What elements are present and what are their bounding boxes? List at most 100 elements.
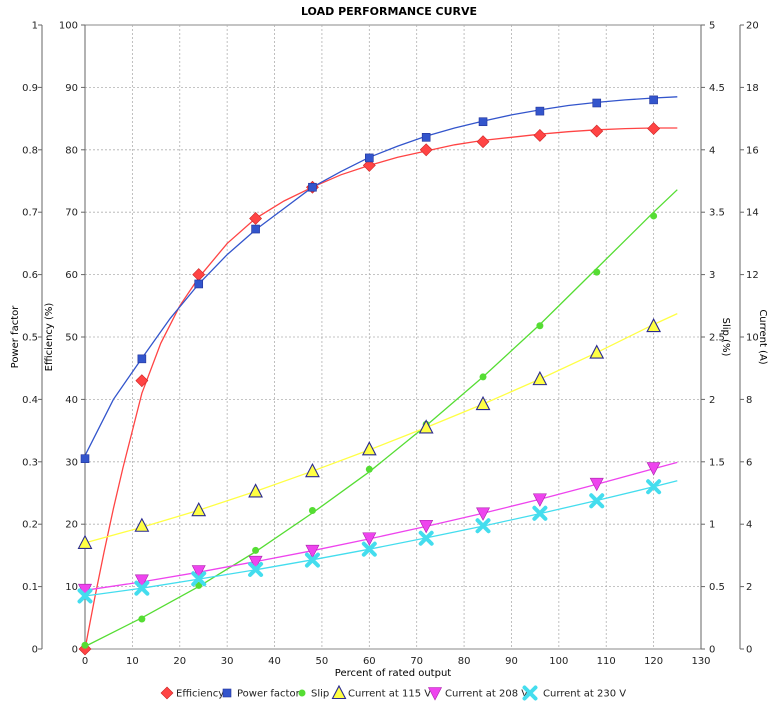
- efficiency-tick-label: 50: [65, 333, 78, 344]
- power-factor-tick-label: 0: [32, 645, 38, 656]
- legend-item-slip: Slip: [298, 689, 329, 700]
- slip-tick-label: 5: [709, 21, 715, 32]
- data-point-current-at-208-v: [646, 462, 661, 476]
- data-point-current-at-115-v: [532, 370, 548, 386]
- current-tick-label: 20: [746, 21, 759, 32]
- slip-axis-title: Slip (%): [720, 318, 731, 357]
- data-point-slip: [252, 546, 260, 554]
- slip-tick-label: 1: [709, 520, 715, 531]
- series-line-current-at-115-v: [84, 313, 678, 544]
- efficiency-tick-label: 40: [65, 395, 78, 406]
- data-point-current-at-230-v: [191, 571, 207, 587]
- chart-title: LOAD PERFORMANCE CURVE: [301, 5, 477, 18]
- current-tick-label: 12: [746, 270, 759, 281]
- x-tick-label: 80: [458, 656, 471, 667]
- x-tick-label: 20: [173, 656, 186, 667]
- data-point-current-at-115-v: [134, 517, 150, 532]
- data-point-current-at-230-v: [361, 541, 377, 557]
- data-point-power-factor: [365, 153, 374, 163]
- data-point-slip: [138, 615, 146, 623]
- data-point-current-at-208-v: [362, 532, 377, 546]
- markers-current-at-230-v: [77, 479, 662, 604]
- data-point-efficiency: [476, 135, 490, 149]
- power-factor-tick-label: 0.2: [22, 520, 38, 531]
- x-tick-label: 100: [549, 656, 568, 667]
- efficiency-tick-label: 90: [65, 83, 78, 94]
- legend-label: Efficiency: [176, 689, 224, 700]
- efficiency-tick-label: 100: [59, 21, 78, 32]
- markers-current-at-115-v: [77, 317, 662, 549]
- data-point-current-at-208-v: [589, 477, 604, 492]
- grid: [84, 24, 702, 650]
- slip-tick-label: 3.5: [709, 208, 725, 219]
- data-point-current-at-208-v: [134, 574, 149, 589]
- data-point-slip: [365, 465, 373, 473]
- series-slip: [84, 189, 678, 648]
- data-point-slip: [81, 641, 89, 649]
- x-axis-title: Percent of rated output: [335, 668, 452, 679]
- legend-item-efficiency: Efficiency: [160, 686, 224, 700]
- data-point-power-factor: [308, 182, 317, 192]
- legend-label: Current at 115 V: [348, 689, 431, 700]
- x-tick-label: 120: [644, 656, 663, 667]
- data-point-current-at-230-v: [418, 530, 434, 546]
- x-tick-label: 50: [316, 656, 329, 667]
- series-current-at-230-v: [84, 480, 678, 597]
- current-tick-label: 8: [746, 395, 752, 406]
- data-point-power-factor: [649, 95, 658, 105]
- legend-item-current-at-208-v: Current at 208 V: [428, 687, 528, 701]
- data-point-current-at-208-v: [532, 493, 547, 507]
- x-tick-label: 110: [597, 656, 616, 667]
- current-tick-label: 16: [746, 145, 759, 156]
- data-point-efficiency: [249, 212, 263, 225]
- series-line-slip: [84, 189, 678, 648]
- slip-tick-label: 1.5: [709, 457, 725, 468]
- current-tick-label: 2: [746, 582, 752, 593]
- data-point-current-at-115-v: [418, 419, 434, 434]
- data-point-current-at-230-v: [248, 561, 264, 577]
- efficiency-tick-label: 80: [65, 145, 78, 156]
- data-point-current-at-208-v: [248, 555, 263, 570]
- efficiency-tick-label: 60: [65, 270, 78, 281]
- markers-power-factor: [80, 95, 658, 463]
- data-point-power-factor: [137, 354, 147, 364]
- current-tick-label: 14: [746, 208, 759, 219]
- slip-tick-label: 3: [709, 270, 715, 281]
- data-point-efficiency: [590, 124, 604, 138]
- legend-label: Current at 208 V: [445, 689, 528, 700]
- data-point-current-at-115-v: [589, 344, 605, 359]
- axes: 0 10 20 30 40 50 60 70 80 90 100 110 120 13000.10.20.…: [22, 21, 759, 668]
- series-power-factor: [84, 96, 678, 456]
- data-point-efficiency: [533, 129, 547, 142]
- data-point-current-at-208-v: [419, 519, 434, 534]
- x-tick-label: 40: [268, 656, 281, 667]
- data-point-slip: [650, 212, 658, 220]
- series-line-current-at-208-v: [84, 461, 678, 591]
- current-tick-label: 18: [746, 83, 759, 94]
- data-point-current-at-115-v: [361, 441, 377, 456]
- legend-marker-current-at-208-v: [428, 687, 442, 701]
- efficiency-tick-label: 30: [65, 457, 78, 468]
- efficiency-tick-label: 0: [72, 645, 78, 656]
- legend-marker-current-at-230-v: [522, 685, 538, 701]
- data-point-current-at-230-v: [77, 588, 93, 604]
- x-tick-label: 30: [221, 656, 234, 667]
- data-point-slip: [593, 268, 601, 276]
- series-current-at-208-v: [84, 461, 678, 591]
- power-factor-tick-label: 0.7: [22, 208, 38, 219]
- data-point-efficiency: [135, 374, 149, 388]
- current-axis-title: Current (A): [757, 309, 768, 364]
- legend-label: Power factor: [237, 689, 301, 700]
- efficiency-tick-label: 10: [65, 582, 78, 593]
- series-group: [77, 95, 678, 656]
- data-point-power-factor: [194, 279, 204, 289]
- data-point-current-at-230-v: [134, 580, 150, 596]
- data-point-power-factor: [251, 224, 260, 234]
- x-tick-label: 90: [505, 656, 518, 667]
- slip-tick-label: 4.5: [709, 83, 725, 94]
- legend-marker-current-at-115-v: [331, 684, 347, 700]
- legend-label: Current at 230 V: [543, 689, 626, 700]
- data-point-current-at-208-v: [305, 544, 320, 559]
- data-point-current-at-115-v: [305, 462, 320, 478]
